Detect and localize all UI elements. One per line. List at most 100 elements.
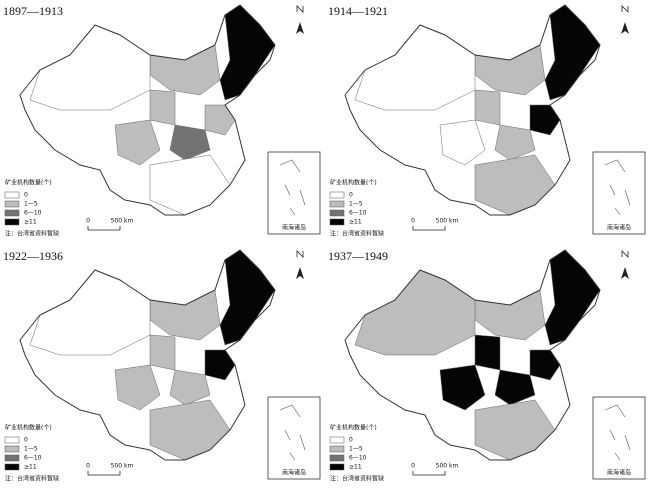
legend-label: 6—10	[349, 455, 367, 462]
province-region	[474, 154, 556, 216]
legend-label: 6—10	[24, 455, 42, 462]
legend-swatch	[4, 463, 20, 471]
inset-label: 南海诸岛	[607, 469, 631, 477]
legend-label: ≥11	[349, 464, 362, 471]
scale-zero: 0	[411, 463, 415, 470]
north-symbol	[296, 5, 304, 13]
province-region	[204, 349, 236, 381]
country-outline	[19, 249, 276, 461]
map-note: 注：台湾省资料暂缺	[330, 475, 384, 483]
scale-bar	[87, 226, 121, 231]
province-region	[529, 104, 561, 136]
legend-label: 0	[24, 437, 28, 444]
scale-label: 500 km	[111, 218, 134, 225]
country-outline	[344, 249, 601, 461]
legend-title: 矿业机构数量(个)	[5, 179, 52, 187]
legend-swatch	[4, 209, 20, 217]
province-region	[354, 24, 476, 111]
legend-title: 矿业机构数量(个)	[330, 424, 377, 432]
inset-islands	[604, 159, 631, 216]
legend-label: 0	[349, 437, 353, 444]
province-region	[169, 124, 211, 161]
legend-label: 1—5	[349, 446, 363, 453]
province-region	[149, 44, 221, 96]
province-region	[149, 89, 176, 126]
north-arrow	[621, 22, 629, 34]
north-symbol	[621, 5, 629, 13]
province-region	[439, 364, 486, 411]
inset-label: 南海诸岛	[607, 224, 631, 232]
scale-bar	[87, 471, 121, 476]
province-region	[474, 289, 546, 341]
province-region	[494, 124, 536, 161]
country-outline	[19, 4, 276, 216]
map-panel: 1897—1913 矿业机构数量(个) 0 1—5 6—10 ≥11 注：台湾省资料暂缺 0 5…	[3, 4, 321, 238]
legend-label: ≥11	[349, 219, 362, 226]
legend-label: 1—5	[349, 201, 363, 208]
country-outline	[344, 4, 601, 216]
panel-title: 1922—1936	[3, 249, 63, 263]
province-region	[474, 44, 546, 96]
legend-label: 6—10	[24, 210, 42, 217]
legend-swatch	[329, 436, 345, 444]
scale-label: 500 km	[436, 218, 459, 225]
province-region	[474, 89, 501, 126]
legend-label: 0	[349, 192, 353, 199]
legend-label: 1—5	[24, 201, 38, 208]
province-region	[114, 364, 161, 411]
map-note: 注：台湾省资料暂缺	[5, 475, 59, 483]
province-region	[354, 269, 476, 356]
province-region	[204, 104, 236, 136]
legend-title: 矿业机构数量(个)	[330, 179, 377, 187]
province-region	[439, 119, 486, 166]
scale-label: 500 km	[111, 463, 134, 470]
north-arrow	[296, 22, 304, 34]
inset-islands	[279, 159, 306, 216]
legend-swatch	[329, 209, 345, 217]
panel-title: 1897—1913	[3, 4, 63, 18]
province-region	[29, 24, 151, 111]
panel-title: 1937—1949	[328, 249, 388, 263]
province-region	[494, 369, 536, 406]
legend-swatch	[4, 445, 20, 453]
map-panel: 1914—1921 矿业机构数量(个) 0 1—5 6—10 ≥11 注：台湾省资料暂缺 0 5…	[328, 4, 646, 238]
province-region	[149, 289, 221, 341]
scale-zero: 0	[86, 463, 90, 470]
province-region	[529, 349, 561, 381]
north-symbol	[296, 250, 304, 258]
legend-swatch	[4, 454, 20, 462]
inset-label: 南海诸岛	[282, 469, 306, 477]
north-arrow	[296, 267, 304, 279]
legend-label: 0	[24, 192, 28, 199]
scale-bar	[412, 226, 446, 231]
legend-swatch	[329, 218, 345, 226]
legend-swatch	[4, 218, 20, 226]
map-note: 注：台湾省资料暂缺	[330, 230, 384, 238]
legend-swatch	[4, 436, 20, 444]
province-region	[169, 369, 211, 406]
province-region	[474, 399, 556, 461]
province-region	[474, 334, 501, 371]
inset-frame	[267, 151, 321, 235]
legend-label: ≥11	[24, 464, 37, 471]
province-region	[29, 269, 151, 356]
legend-swatch	[329, 200, 345, 208]
scale-bar	[412, 471, 446, 476]
legend-title: 矿业机构数量(个)	[5, 424, 52, 432]
inset-label: 南海诸岛	[282, 224, 306, 232]
scale-label: 500 km	[436, 463, 459, 470]
province-region	[149, 399, 231, 461]
inset-islands	[279, 404, 306, 461]
map-note: 注：台湾省资料暂缺	[5, 230, 59, 238]
province-region	[149, 154, 231, 216]
legend-swatch	[329, 454, 345, 462]
province-region	[149, 334, 176, 371]
map-panel: 1922—1936 矿业机构数量(个) 0 1—5 6—10 ≥11 注：台湾省资料暂缺 0 5…	[3, 249, 321, 483]
map-panel: 1937—1949 矿业机构数量(个) 0 1—5 6—10 ≥11 注：台湾省资料暂缺 0 5…	[328, 249, 646, 483]
scale-zero: 0	[411, 218, 415, 225]
legend-swatch	[329, 191, 345, 199]
legend-label: 6—10	[349, 210, 367, 217]
inset-frame	[267, 396, 321, 480]
scale-zero: 0	[86, 218, 90, 225]
